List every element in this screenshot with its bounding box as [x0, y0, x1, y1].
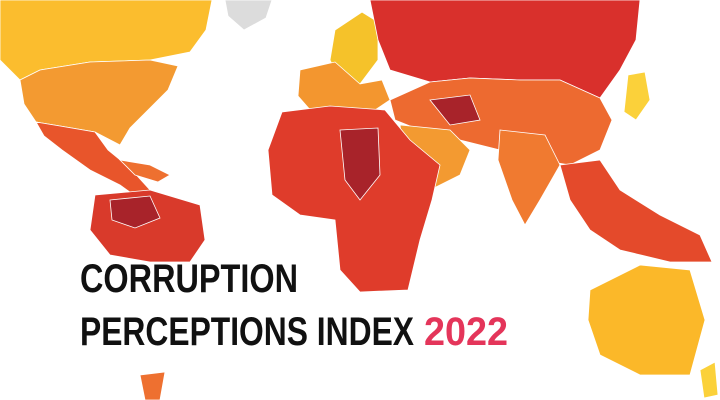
title-year: 2022: [424, 310, 508, 354]
africa: [267, 105, 441, 293]
new-zealand: [699, 361, 719, 399]
europe: [297, 61, 391, 113]
caribbean: [118, 159, 171, 183]
sahel: [339, 127, 381, 201]
title-line-2: PERCEPTIONS INDEX: [80, 310, 414, 354]
india: [497, 129, 561, 226]
south-america-south: [139, 371, 166, 400]
japan: [623, 71, 651, 121]
venezuela: [109, 195, 161, 229]
southeast-asia: [559, 159, 713, 263]
greenland: [224, 0, 273, 31]
central-asia: [429, 94, 481, 126]
title-line-1: CORRUPTION: [80, 257, 298, 301]
australia: [587, 264, 706, 376]
headline: CORRUPTION PERCEPTIONS INDEX 2022: [80, 257, 508, 354]
